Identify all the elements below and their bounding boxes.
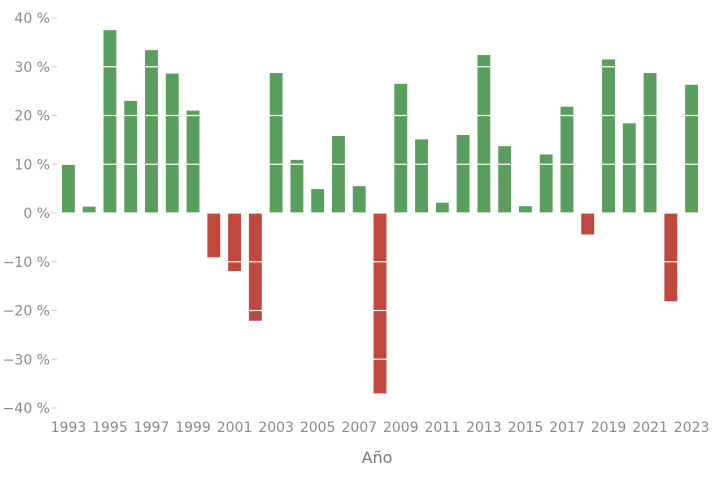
y-tick-label: 40 % (14, 11, 50, 27)
x-tick-label: 1997 (134, 420, 170, 436)
bar-2004 (290, 159, 304, 213)
bar-2008 (373, 213, 387, 394)
bar-1996 (124, 100, 138, 214)
bar-2014 (498, 146, 512, 213)
bar-2010 (415, 139, 428, 213)
x-tick-label: 2023 (674, 420, 710, 436)
y-tick-label: 30 % (14, 60, 50, 76)
bar-2020 (622, 123, 636, 213)
bar-2021 (643, 73, 657, 213)
x-axis-labels: 1993 1995 1997 1999 2001 2003 2005 2007 2009 2011… (51, 420, 710, 436)
bar-2000 (207, 213, 221, 258)
bar-1994 (82, 206, 96, 213)
x-tick-label: 2015 (508, 420, 544, 436)
x-tick-label: 2017 (549, 420, 585, 436)
bar-2009 (394, 83, 408, 213)
bar-1997 (145, 50, 158, 213)
bar-2013 (477, 55, 491, 213)
y-tick-label: 0 % (23, 206, 50, 222)
bar-1993 (61, 164, 75, 213)
y-axis-labels: −40 % −30 % −20 % −10 % 0 % 10 % 20 % 30 % 40 % (3, 11, 50, 417)
bar-2017 (560, 106, 574, 213)
bar-1999 (186, 110, 200, 214)
x-tick-label: 2013 (466, 420, 502, 436)
x-tick-label: 2021 (632, 420, 668, 436)
bar-2007 (352, 186, 366, 213)
x-axis-title: Año (362, 448, 393, 467)
x-tick-label: 2007 (341, 420, 377, 436)
bar-2011 (435, 202, 449, 213)
x-tick-label: 2005 (300, 420, 336, 436)
bar-2002 (248, 213, 262, 321)
y-tick-label: 10 % (14, 157, 50, 173)
bar-2015 (518, 206, 532, 213)
y-tick-label: −20 % (3, 304, 50, 320)
bar-1995 (103, 30, 117, 213)
grid-layer (52, 17, 702, 409)
bar-2006 (332, 135, 345, 213)
x-tick-label: 1995 (92, 420, 128, 436)
x-tick-label: 2019 (591, 420, 627, 436)
y-tick-label: −30 % (3, 352, 50, 368)
x-tick-label: 2003 (258, 420, 294, 436)
x-tick-label: 2009 (383, 420, 419, 436)
bar-2018 (581, 213, 595, 235)
bar-2005 (311, 189, 325, 213)
x-tick-label: 1999 (175, 420, 211, 436)
bar-2012 (456, 135, 470, 213)
x-tick-label: 2011 (424, 420, 460, 436)
y-tick-label: −40 % (3, 401, 50, 417)
y-tick-label: 20 % (14, 109, 50, 125)
bar-2019 (602, 59, 615, 213)
x-tick-label: 1993 (51, 420, 87, 436)
bars-layer (61, 30, 699, 394)
bar-2003 (269, 73, 283, 213)
bar-2023 (685, 84, 699, 213)
bar-2016 (539, 154, 553, 213)
x-tick-label: 2001 (217, 420, 253, 436)
y-tick-label: −10 % (3, 255, 50, 271)
bar-2001 (228, 213, 242, 272)
bar-2022 (664, 213, 678, 302)
bar-1998 (165, 73, 179, 213)
